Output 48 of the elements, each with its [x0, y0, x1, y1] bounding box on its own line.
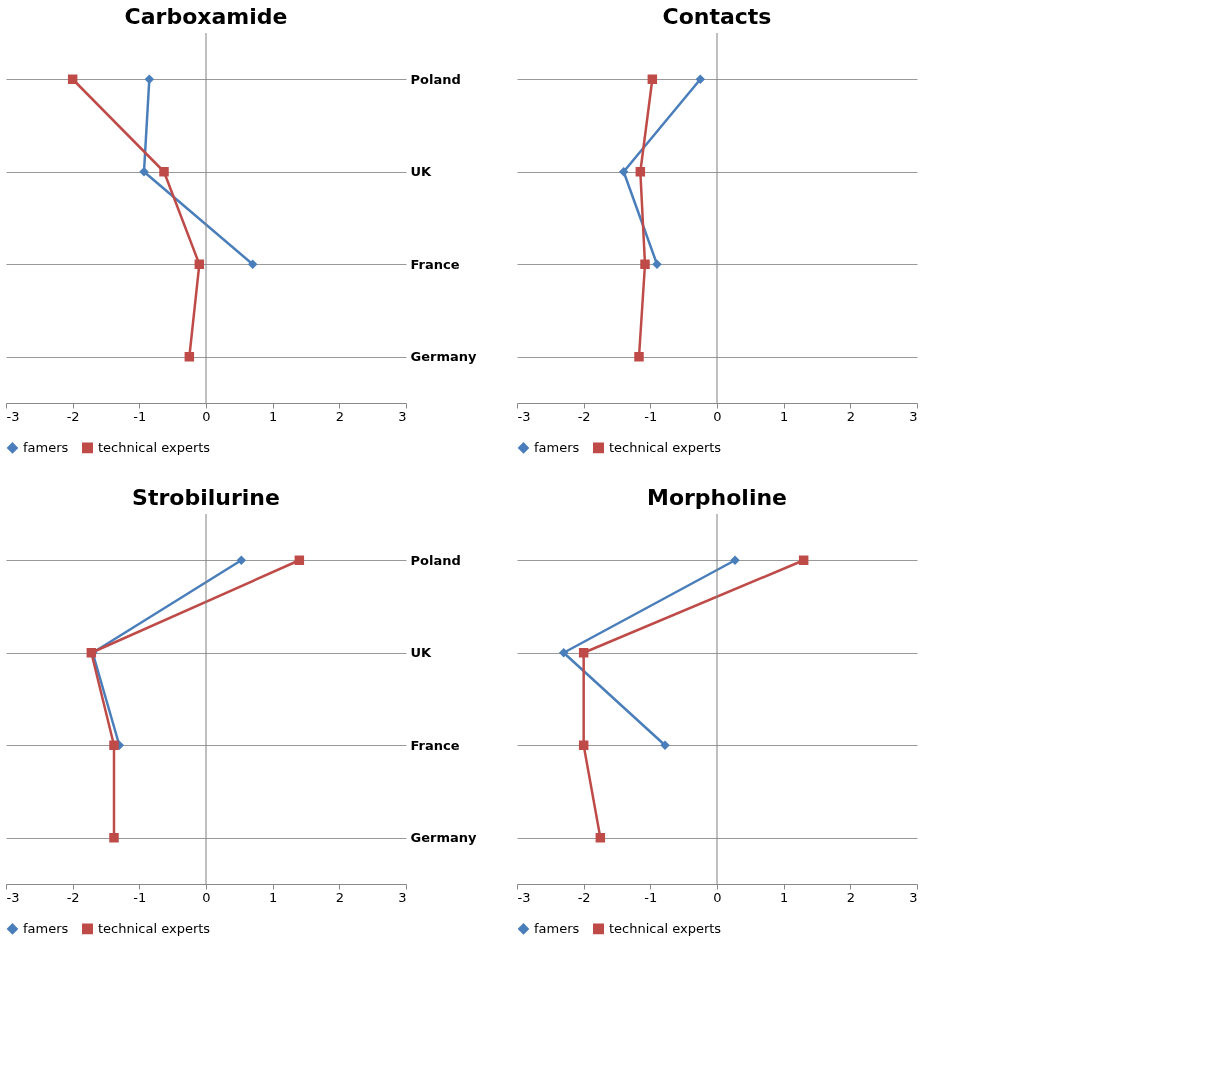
x-tick-label: 2 — [846, 889, 855, 905]
y-tick-label: Poland — [410, 552, 461, 568]
x-tick-label: 1 — [269, 408, 278, 424]
x-tick-label: -1 — [644, 889, 658, 905]
x-tick-label: -1 — [644, 408, 658, 424]
y-tick-label: France — [410, 737, 460, 753]
x-tick-label: -3 — [6, 889, 20, 905]
y-tick-label: UK — [410, 164, 433, 180]
chart-title: Carboxamide — [124, 3, 288, 29]
chart-title: Contacts — [662, 3, 772, 29]
x-tick-label: 1 — [780, 408, 789, 424]
legend-label: famers — [534, 439, 580, 455]
y-tick-label: UK — [410, 645, 433, 661]
chart-title: Strobilurine — [132, 484, 280, 510]
legend-label: technical experts — [609, 439, 722, 455]
x-tick-label: 3 — [909, 889, 918, 905]
x-tick-label: -2 — [66, 889, 80, 905]
y-tick-label: Germany — [410, 830, 477, 846]
x-tick-label: 2 — [335, 889, 344, 905]
x-tick-label: -1 — [133, 889, 147, 905]
x-tick-label: 3 — [398, 408, 407, 424]
legend-label: technical experts — [98, 439, 211, 455]
legend-label: famers — [534, 920, 580, 936]
legend-label: technical experts — [609, 920, 722, 936]
x-tick-label: -3 — [517, 889, 531, 905]
x-tick-label: -3 — [6, 408, 20, 424]
x-tick-label: -2 — [66, 408, 80, 424]
x-tick-label: 3 — [398, 889, 407, 905]
x-tick-label: -3 — [517, 408, 531, 424]
y-tick-label: Germany — [410, 349, 477, 365]
x-tick-label: 0 — [713, 408, 722, 424]
x-tick-label: 1 — [780, 889, 789, 905]
x-tick-label: -1 — [133, 408, 147, 424]
x-tick-label: 0 — [202, 889, 211, 905]
legend-label: famers — [23, 920, 69, 936]
chart-title: Morpholine — [646, 484, 788, 510]
x-tick-label: 0 — [202, 408, 211, 424]
x-tick-label: 1 — [269, 889, 278, 905]
legend-label: famers — [23, 439, 69, 455]
x-tick-label: 3 — [909, 408, 918, 424]
x-tick-label: -2 — [577, 408, 591, 424]
y-tick-label: Poland — [410, 71, 461, 87]
x-tick-label: 2 — [846, 408, 855, 424]
legend-label: technical experts — [98, 920, 211, 936]
x-tick-label: -2 — [577, 889, 591, 905]
x-tick-label: 0 — [713, 889, 722, 905]
y-tick-label: France — [410, 256, 460, 272]
x-tick-label: 2 — [335, 408, 344, 424]
